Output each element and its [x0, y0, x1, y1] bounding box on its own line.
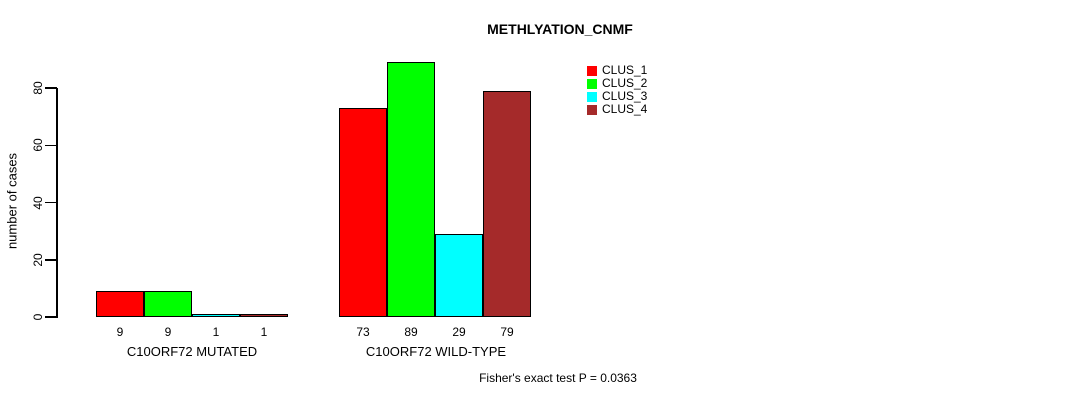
category-label-mutated: C10ORF72 MUTATED: [126, 344, 258, 359]
bar-value-label: 9: [116, 325, 124, 339]
bar-clus-3-group-1: [435, 234, 483, 317]
legend: CLUS_1 CLUS_2 CLUS_3 CLUS_4: [587, 64, 647, 116]
bar-clus-1-group-0: [96, 291, 144, 317]
legend-item-clus-3: CLUS_3: [587, 90, 647, 103]
bar-value-label: 1: [260, 325, 268, 339]
y-tick-label-20: 20: [31, 253, 45, 267]
legend-item-clus-1: CLUS_1: [587, 64, 647, 77]
legend-swatch-icon: [587, 104, 597, 115]
fisher-test-annotation: Fisher's exact test P = 0.0363: [479, 371, 637, 385]
y-tick-label-0: 0: [31, 313, 45, 321]
legend-label: CLUS_4: [602, 102, 648, 116]
legend-swatch-icon: [587, 91, 597, 102]
bar-clus-2-group-0: [144, 291, 192, 317]
legend-label: CLUS_2: [602, 76, 648, 90]
legend-label: CLUS_3: [602, 89, 648, 103]
legend-swatch-icon: [587, 65, 597, 76]
bar-clus-2-group-1: [387, 62, 435, 317]
bar-value-label: 9: [164, 325, 172, 339]
y-tick-label-40: 40: [31, 195, 45, 210]
chart-title: METHLYATION_CNMF: [487, 21, 633, 37]
y-tick-mark-40: [45, 201, 57, 204]
y-tick-mark-80: [45, 87, 57, 89]
bar-clus-4-group-0: [240, 314, 288, 317]
y-tick-label-80: 80: [31, 81, 45, 95]
bar-value-label: 89: [404, 325, 418, 339]
y-tick-mark-20: [45, 259, 57, 261]
y-tick-mark-0: [45, 316, 57, 318]
bar-clus-3-group-0: [192, 314, 240, 317]
y-tick-label-60: 60: [31, 138, 45, 152]
legend-label: CLUS_1: [602, 63, 648, 77]
bar-value-label: 73: [356, 325, 370, 339]
legend-item-clus-2: CLUS_2: [587, 77, 647, 90]
bar-value-label: 1: [212, 325, 220, 339]
bar-clus-1-group-1: [339, 108, 387, 317]
y-tick-mark-60: [45, 144, 57, 146]
legend-swatch-icon: [587, 78, 597, 89]
y-axis-label: number of cases: [4, 152, 20, 250]
bar-value-label: 79: [500, 325, 514, 339]
bar-value-label: 29: [452, 325, 466, 339]
bar-clus-4-group-1: [483, 91, 531, 317]
category-label-wild-type: C10ORF72 WILD-TYPE: [365, 344, 507, 359]
legend-item-clus-4: CLUS_4: [587, 103, 647, 116]
